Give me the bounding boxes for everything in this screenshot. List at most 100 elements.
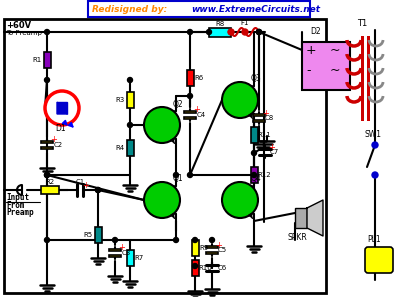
Bar bbox=[192, 240, 198, 256]
Bar bbox=[88, 1, 310, 17]
Bar bbox=[41, 186, 59, 194]
Bar bbox=[109, 255, 121, 257]
Text: R10: R10 bbox=[198, 265, 212, 271]
Circle shape bbox=[372, 172, 378, 178]
Bar bbox=[184, 111, 196, 113]
Circle shape bbox=[144, 182, 180, 218]
Bar bbox=[126, 92, 134, 108]
Bar bbox=[186, 70, 194, 86]
Bar bbox=[253, 120, 265, 122]
Text: SW1: SW1 bbox=[364, 130, 382, 139]
Bar bbox=[206, 252, 218, 254]
Circle shape bbox=[372, 142, 378, 148]
Circle shape bbox=[252, 173, 256, 178]
Bar bbox=[41, 141, 53, 143]
FancyBboxPatch shape bbox=[365, 247, 393, 273]
Circle shape bbox=[173, 238, 179, 242]
Circle shape bbox=[45, 91, 79, 125]
Text: C8: C8 bbox=[264, 115, 274, 121]
Circle shape bbox=[256, 29, 262, 34]
Text: D2: D2 bbox=[311, 27, 321, 36]
Text: -: - bbox=[306, 64, 311, 77]
Text: T1: T1 bbox=[357, 19, 367, 28]
Text: R7: R7 bbox=[134, 255, 144, 261]
Text: C5: C5 bbox=[217, 247, 226, 253]
Circle shape bbox=[96, 187, 100, 192]
Bar bbox=[251, 127, 258, 143]
Text: R12: R12 bbox=[257, 172, 271, 178]
Circle shape bbox=[188, 29, 192, 34]
Circle shape bbox=[207, 29, 211, 34]
Circle shape bbox=[228, 29, 234, 35]
Circle shape bbox=[192, 263, 198, 268]
Text: Q1: Q1 bbox=[173, 175, 183, 184]
Circle shape bbox=[222, 82, 258, 118]
Bar bbox=[209, 28, 231, 37]
Bar bbox=[109, 249, 121, 251]
Bar bbox=[184, 117, 196, 119]
Bar bbox=[295, 208, 307, 228]
Circle shape bbox=[45, 173, 49, 178]
Circle shape bbox=[144, 107, 180, 143]
Text: From: From bbox=[6, 201, 24, 210]
Bar bbox=[367, 36, 370, 121]
Polygon shape bbox=[57, 102, 67, 114]
Text: R4: R4 bbox=[115, 145, 125, 151]
Text: D1: D1 bbox=[55, 124, 66, 133]
Bar bbox=[41, 147, 53, 149]
Circle shape bbox=[209, 238, 215, 242]
Bar bbox=[251, 167, 258, 183]
Circle shape bbox=[188, 94, 192, 99]
Circle shape bbox=[252, 151, 256, 156]
Circle shape bbox=[188, 173, 192, 178]
Circle shape bbox=[173, 173, 179, 178]
Text: C7: C7 bbox=[269, 149, 279, 155]
Circle shape bbox=[242, 29, 248, 35]
Bar bbox=[253, 114, 265, 116]
Text: C4: C4 bbox=[196, 112, 206, 118]
Text: www.ExtremeCircuits.net: www.ExtremeCircuits.net bbox=[191, 6, 320, 15]
Text: C3: C3 bbox=[122, 250, 131, 256]
Circle shape bbox=[222, 182, 258, 218]
Text: R9: R9 bbox=[199, 245, 209, 251]
Text: R1: R1 bbox=[32, 57, 42, 63]
Circle shape bbox=[192, 238, 198, 242]
Text: To Preamp: To Preamp bbox=[6, 30, 42, 36]
Text: F1: F1 bbox=[241, 20, 249, 26]
Text: Preamp: Preamp bbox=[6, 208, 34, 217]
Text: R11: R11 bbox=[257, 132, 271, 138]
Text: C6: C6 bbox=[217, 265, 227, 271]
Circle shape bbox=[128, 122, 132, 127]
Text: +: + bbox=[269, 143, 275, 151]
Text: Q2: Q2 bbox=[173, 99, 183, 108]
Bar bbox=[206, 246, 218, 248]
Circle shape bbox=[45, 173, 49, 178]
Circle shape bbox=[228, 29, 234, 34]
Text: R2: R2 bbox=[45, 179, 55, 185]
Text: +: + bbox=[119, 244, 126, 252]
Circle shape bbox=[96, 187, 100, 192]
Text: +: + bbox=[306, 44, 317, 57]
Circle shape bbox=[45, 29, 49, 34]
Circle shape bbox=[45, 238, 49, 242]
Bar bbox=[4, 19, 326, 293]
Text: ~: ~ bbox=[330, 44, 341, 57]
Text: +: + bbox=[215, 241, 222, 249]
Text: Q3: Q3 bbox=[251, 75, 261, 83]
Text: ~: ~ bbox=[330, 64, 341, 77]
Text: +: + bbox=[83, 181, 90, 189]
Circle shape bbox=[113, 238, 117, 242]
Polygon shape bbox=[307, 200, 323, 236]
Text: R8: R8 bbox=[215, 21, 225, 27]
Text: Redisigned by:: Redisigned by: bbox=[92, 6, 171, 15]
Text: C1: C1 bbox=[75, 179, 85, 185]
Circle shape bbox=[45, 78, 49, 83]
Text: Input: Input bbox=[6, 193, 29, 202]
Circle shape bbox=[128, 78, 132, 83]
Text: R3: R3 bbox=[115, 97, 125, 103]
Text: C2: C2 bbox=[53, 142, 62, 148]
Circle shape bbox=[256, 29, 262, 34]
Polygon shape bbox=[57, 102, 67, 114]
Text: SPKR: SPKR bbox=[287, 233, 307, 242]
Text: +: + bbox=[194, 105, 200, 115]
